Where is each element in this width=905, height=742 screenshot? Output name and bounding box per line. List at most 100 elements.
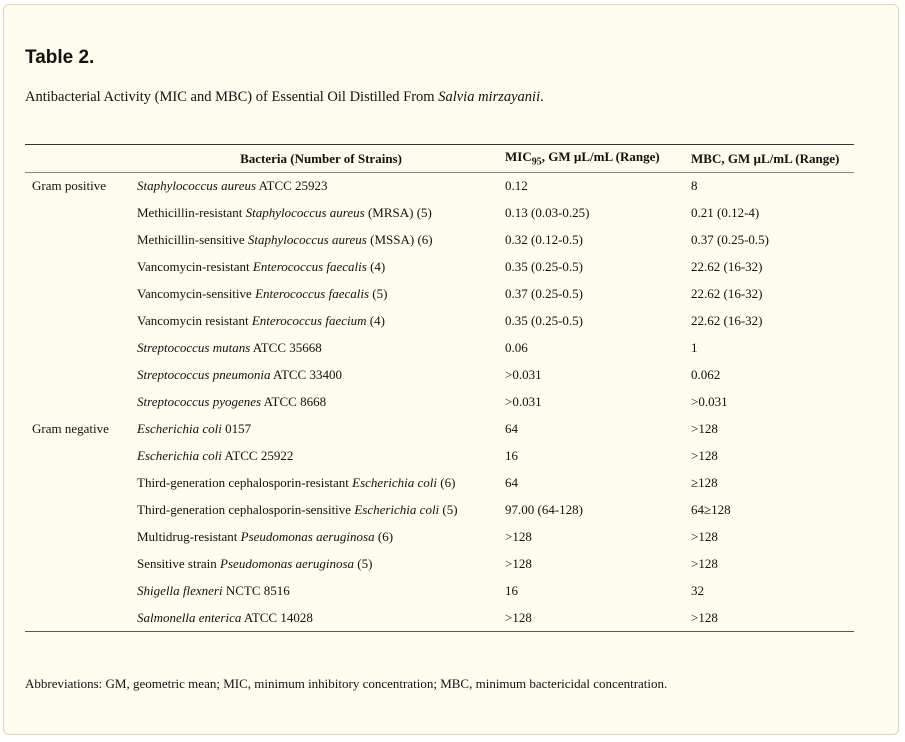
bacteria-cell: Streptococcus pyogenes ATCC 8668	[137, 389, 505, 416]
species-name: Escherichia coli	[137, 421, 222, 436]
header-mbc: MBC, GM µL/mL (Range)	[691, 144, 854, 173]
mbc-cell: 0.21 (0.12-4)	[691, 205, 760, 220]
table-row: Escherichia coli ATCC 25922 16 >128	[25, 443, 854, 470]
mic-cell: >128	[505, 556, 532, 571]
group-cell	[25, 497, 137, 524]
species-name: Streptococcus mutans	[137, 340, 251, 355]
group-cell	[25, 362, 137, 389]
strain-text: Methicillin-sensitive	[137, 232, 248, 247]
header-mic-suffix: , GM µL/mL (Range)	[541, 149, 660, 165]
strain-text: (6)	[374, 529, 394, 544]
caption-prefix: Antibacterial Activity (MIC and MBC) of …	[25, 89, 439, 105]
header-bacteria: Bacteria (Number of Strains)	[137, 144, 505, 173]
species-name: Escherichia coli	[352, 475, 437, 490]
group-cell	[25, 308, 137, 335]
footnote: Abbreviations: GM, geometric mean; MIC, …	[25, 676, 668, 691]
species-name: Enterococcus faecalis	[252, 259, 367, 274]
species-name: Staphylococcus aureus	[137, 178, 257, 194]
strain-text: (MSSA) (6)	[366, 232, 433, 247]
species-name: Pseudomonas aeruginosa	[220, 556, 355, 571]
mic-cell: 0.32 (0.12-0.5)	[505, 232, 583, 247]
table-row: Streptococcus mutans ATCC 35668 0.06 1	[25, 335, 854, 362]
group-cell: Gram negative	[32, 421, 109, 436]
strain-text: Third-generation cephalosporin-resistant	[137, 475, 353, 490]
caption-suffix: .	[540, 89, 544, 105]
strain-text: ATCC 33400	[270, 367, 342, 382]
mic-cell: >128	[505, 529, 532, 544]
table-row: Sensitive strain Pseudomonas aeruginosa …	[25, 551, 854, 578]
strain-text: (4)	[366, 259, 386, 274]
mic-cell: 0.06	[505, 340, 528, 355]
mbc-cell: >128	[691, 604, 854, 632]
strain-text: ATCC 35668	[250, 340, 322, 355]
bacteria-cell: Shigella flexneri NCTC 8516	[137, 578, 505, 605]
species-name: Enterococcus faecalis	[255, 286, 370, 301]
group-cell	[25, 578, 137, 605]
strain-text: Vancomycin-sensitive	[137, 286, 256, 301]
table-row: Gram positive Staphylococcus aureus ATCC …	[25, 173, 854, 200]
caption-species: Salvia mirzayanii	[438, 89, 541, 105]
species-name: Escherichia coli	[137, 448, 222, 463]
mbc-cell: 8	[691, 178, 698, 194]
strain-text: (5)	[354, 556, 373, 571]
mic-cell: 0.13 (0.03-0.25)	[505, 205, 590, 220]
header-mic: MIC95, GM µL/mL (Range)	[505, 144, 691, 173]
strain-text: (5)	[369, 286, 388, 301]
mic-cell: 64	[505, 421, 518, 436]
strain-text: ATCC 25922	[221, 448, 294, 463]
table-row: Vancomycin-sensitive Enterococcus faecal…	[25, 281, 854, 308]
species-name: Staphylococcus aureus	[247, 232, 367, 247]
mic-cell: 0.37 (0.25-0.5)	[505, 286, 583, 301]
bacteria-cell: Methicillin-resistant Staphylococcus aur…	[137, 200, 505, 227]
mbc-cell: 64≥128	[691, 502, 731, 517]
mbc-cell: >128	[691, 448, 718, 463]
mic-cell: 64	[505, 475, 518, 490]
species-name: Pseudomonas aeruginosa	[240, 529, 375, 544]
table-row: Multidrug-resistant Pseudomonas aerugino…	[25, 524, 854, 551]
table-row: Vancomycin-resistant Enterococcus faecal…	[25, 254, 854, 281]
table-caption: Antibacterial Activity (MIC and MBC) of …	[25, 89, 544, 106]
bacteria-cell: Vancomycin resistant Enterococcus faeciu…	[137, 308, 505, 335]
table-row: Streptococcus pneumonia ATCC 33400 >0.031…	[25, 362, 854, 389]
bacteria-cell: Streptococcus mutans ATCC 35668	[137, 335, 505, 362]
mbc-cell: >0.031	[691, 394, 728, 409]
mbc-cell: 0.062	[691, 367, 721, 382]
mic-cell: >0.031	[505, 394, 542, 409]
mic-cell: 16	[505, 448, 518, 463]
table-row: Gram negative Escherichia coli 0157 64 >128	[25, 416, 854, 443]
bacteria-cell: Vancomycin-resistant Enterococcus faecal…	[137, 254, 505, 281]
species-name: Shigella flexneri	[137, 583, 223, 598]
mic-cell: 0.35 (0.25-0.5)	[505, 313, 583, 328]
mic-cell: 97.00 (64-128)	[505, 502, 583, 517]
mbc-cell: >128	[691, 556, 718, 571]
mbc-cell: 1	[691, 340, 698, 355]
header-mic-prefix: MIC	[505, 149, 532, 165]
strain-text: (MRSA) (5)	[364, 205, 432, 220]
mic-cell: 0.12	[505, 178, 528, 194]
strain-text: (5)	[439, 502, 458, 517]
table-row: Vancomycin resistant Enterococcus faeciu…	[25, 308, 854, 335]
group-cell	[25, 524, 137, 551]
table-row: Third-generation cephalosporin-sensitive…	[25, 497, 854, 524]
bacteria-cell: Escherichia coli ATCC 25922	[137, 443, 505, 470]
table-title: Table 2.	[25, 47, 95, 68]
strain-text: NCTC 8516	[222, 583, 290, 598]
mbc-cell: ≥128	[691, 475, 718, 490]
table-body: Gram positive Staphylococcus aureus ATCC …	[25, 173, 854, 632]
bacteria-cell: Salmonella enterica ATCC 14028	[137, 604, 505, 632]
strain-text: Methicillin-resistant	[137, 205, 246, 220]
species-name: Streptococcus pyogenes	[137, 394, 262, 409]
group-cell	[25, 443, 137, 470]
mbc-cell: 22.62 (16-32)	[691, 313, 763, 328]
bacteria-cell: Streptococcus pneumonia ATCC 33400	[137, 362, 505, 389]
mic-cell: >128	[505, 604, 691, 632]
group-cell	[25, 470, 137, 497]
group-cell	[25, 281, 137, 308]
mbc-cell: 22.62 (16-32)	[691, 259, 763, 274]
header-mic-sub: 95	[531, 156, 542, 168]
group-cell	[25, 254, 137, 281]
bacteria-cell: Third-generation cephalosporin-sensitive…	[137, 497, 505, 524]
species-name: Streptococcus pneumonia	[137, 367, 271, 382]
group-cell: Gram positive	[32, 178, 107, 194]
species-name: Enterococcus faecium	[251, 313, 367, 328]
